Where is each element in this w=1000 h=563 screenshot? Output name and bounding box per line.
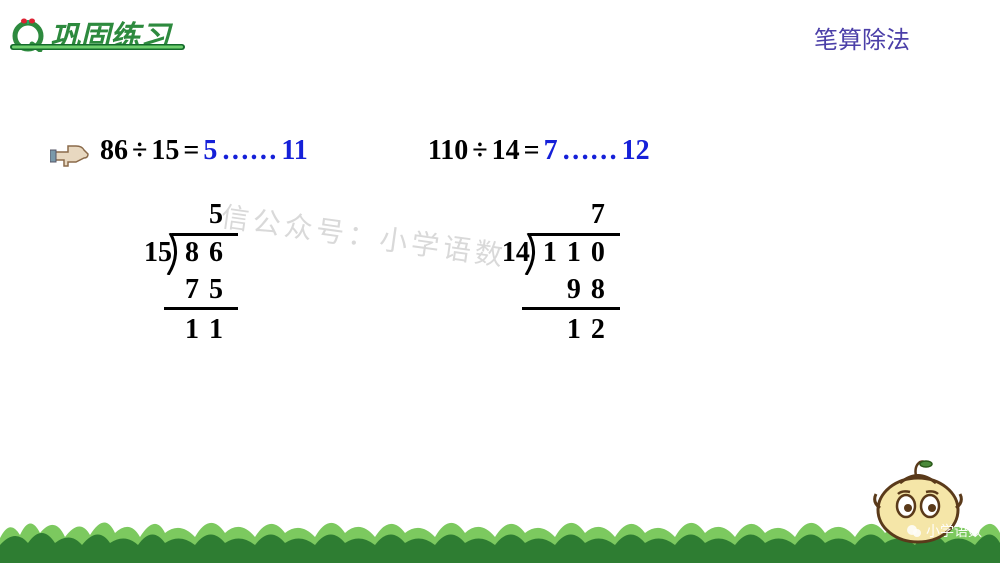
remainder-row: 1 1 [180, 312, 228, 348]
quotient: 7 [544, 135, 558, 167]
problem-1: 86 ÷ 15 = 5 …… 11 5 15 [100, 135, 308, 349]
divisor: 15 [151, 135, 179, 167]
divide-sign: ÷ [472, 135, 487, 167]
footer-brand-text: 小学语数 [926, 521, 982, 541]
divide-sign: ÷ [132, 135, 147, 167]
pointing-hand-icon [50, 140, 90, 172]
topic-title: 笔算除法 [814, 20, 910, 55]
dividend: 86 [100, 135, 128, 167]
divisor: 14 [492, 135, 520, 167]
dividend-row: 8 6 [180, 235, 228, 271]
ellipsis: …… [562, 135, 618, 167]
equals-sign: = [183, 135, 199, 167]
wechat-icon [906, 523, 922, 539]
remainder: 11 [281, 135, 307, 167]
quotient-row: 5 [180, 197, 228, 233]
quotient-row: 7 [538, 197, 610, 233]
remainder-row: 1 2 [538, 312, 610, 348]
ellipsis: …… [221, 135, 277, 167]
grass-decoration [0, 503, 1000, 563]
dividend-row: 1 1 0 [538, 235, 610, 271]
long-division-2: 7 14 1 1 0 9 8 [498, 197, 650, 349]
sub-row: 7 5 [180, 272, 228, 308]
remainder: 12 [622, 135, 650, 167]
problems-area: 86 ÷ 15 = 5 …… 11 5 15 [100, 135, 650, 349]
sub-row: 9 8 [538, 272, 610, 308]
quotient: 5 [203, 135, 217, 167]
long-division-1: 5 15 8 6 7 5 [140, 197, 308, 349]
equation-1: 86 ÷ 15 = 5 …… 11 [100, 135, 308, 167]
footer-brand: 小学语数 [906, 521, 982, 541]
equation-2: 110 ÷ 14 = 7 …… 12 [428, 135, 650, 167]
equals-sign: = [524, 135, 540, 167]
dividend: 110 [428, 135, 468, 167]
problem-2: 110 ÷ 14 = 7 …… 12 7 [428, 135, 650, 349]
badge-underline [10, 44, 185, 50]
